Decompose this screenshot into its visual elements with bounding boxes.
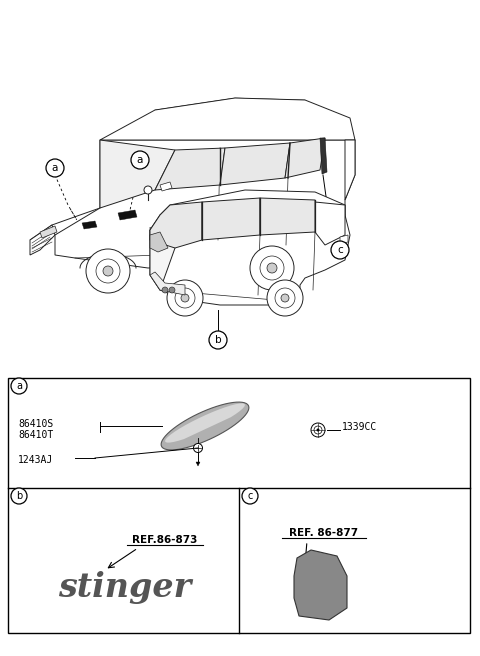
Polygon shape	[100, 98, 355, 140]
Polygon shape	[345, 140, 355, 200]
Text: 86410S: 86410S	[18, 419, 53, 429]
Text: c: c	[247, 491, 252, 501]
Polygon shape	[160, 190, 345, 215]
Text: c: c	[337, 245, 343, 255]
Polygon shape	[30, 225, 55, 255]
Circle shape	[260, 256, 284, 280]
Polygon shape	[55, 140, 355, 268]
Circle shape	[167, 280, 203, 316]
Polygon shape	[320, 138, 327, 174]
Circle shape	[331, 241, 349, 259]
Polygon shape	[220, 143, 290, 185]
Polygon shape	[150, 232, 168, 252]
Circle shape	[131, 151, 149, 169]
Circle shape	[11, 488, 27, 504]
Bar	[8, 378, 470, 633]
Polygon shape	[82, 221, 97, 229]
Polygon shape	[161, 402, 249, 450]
Polygon shape	[40, 226, 57, 238]
Circle shape	[193, 443, 203, 453]
Circle shape	[103, 266, 113, 276]
Text: REF. 86-877: REF. 86-877	[289, 528, 359, 538]
Polygon shape	[260, 198, 315, 235]
Polygon shape	[150, 230, 175, 290]
Circle shape	[162, 287, 168, 293]
Circle shape	[209, 331, 227, 349]
Circle shape	[11, 378, 27, 394]
Polygon shape	[118, 210, 137, 220]
Circle shape	[96, 259, 120, 283]
Circle shape	[46, 159, 64, 177]
Polygon shape	[160, 182, 172, 191]
Text: 1339CC: 1339CC	[342, 422, 377, 432]
Circle shape	[86, 249, 130, 293]
Polygon shape	[30, 200, 145, 240]
Circle shape	[316, 428, 320, 432]
Circle shape	[169, 287, 175, 293]
Polygon shape	[155, 148, 225, 190]
Circle shape	[175, 288, 195, 308]
Circle shape	[181, 294, 189, 302]
Polygon shape	[202, 198, 260, 240]
Circle shape	[267, 280, 303, 316]
Polygon shape	[196, 462, 200, 466]
Polygon shape	[294, 550, 347, 620]
Polygon shape	[150, 272, 185, 295]
Polygon shape	[100, 140, 175, 208]
Circle shape	[267, 263, 277, 273]
Text: b: b	[215, 335, 221, 345]
Polygon shape	[340, 235, 348, 244]
Polygon shape	[315, 202, 345, 245]
Text: b: b	[16, 491, 22, 501]
Circle shape	[144, 186, 152, 194]
Circle shape	[281, 294, 289, 302]
Text: REF.86-873: REF.86-873	[132, 535, 198, 545]
Text: a: a	[16, 381, 22, 391]
Polygon shape	[150, 202, 202, 248]
Circle shape	[242, 488, 258, 504]
Text: a: a	[52, 163, 58, 173]
Circle shape	[250, 246, 294, 290]
Polygon shape	[285, 138, 325, 178]
Polygon shape	[165, 403, 245, 443]
Circle shape	[311, 423, 325, 437]
Text: 86410T: 86410T	[18, 430, 53, 440]
Text: a: a	[137, 155, 143, 165]
Text: stinger: stinger	[59, 571, 192, 604]
Circle shape	[314, 426, 322, 434]
Text: 1243AJ: 1243AJ	[18, 455, 53, 465]
Circle shape	[275, 288, 295, 308]
Polygon shape	[150, 200, 350, 305]
